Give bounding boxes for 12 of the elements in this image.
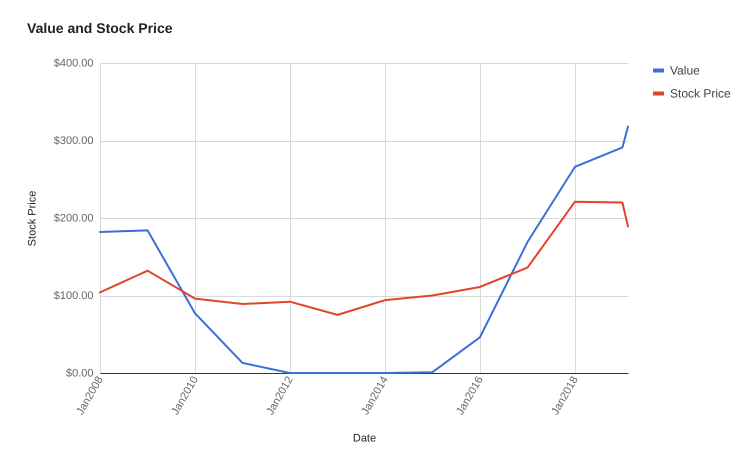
y-tick-label: $200.00 bbox=[54, 212, 94, 224]
legend-label: Value bbox=[670, 64, 700, 78]
y-tick-label: $300.00 bbox=[54, 135, 94, 147]
line-series bbox=[99, 200, 629, 316]
y-tick-label: $100.00 bbox=[54, 290, 94, 302]
x-axis-title: Date bbox=[352, 432, 376, 444]
y-tick-label: $0.00 bbox=[66, 368, 94, 380]
y-tick-label: $400.00 bbox=[54, 58, 94, 70]
chart-title: Value and Stock Price bbox=[27, 20, 173, 36]
y-axis-title: Stock Price bbox=[26, 190, 38, 246]
legend-label: Stock Price bbox=[670, 86, 732, 100]
line-series bbox=[99, 126, 629, 374]
